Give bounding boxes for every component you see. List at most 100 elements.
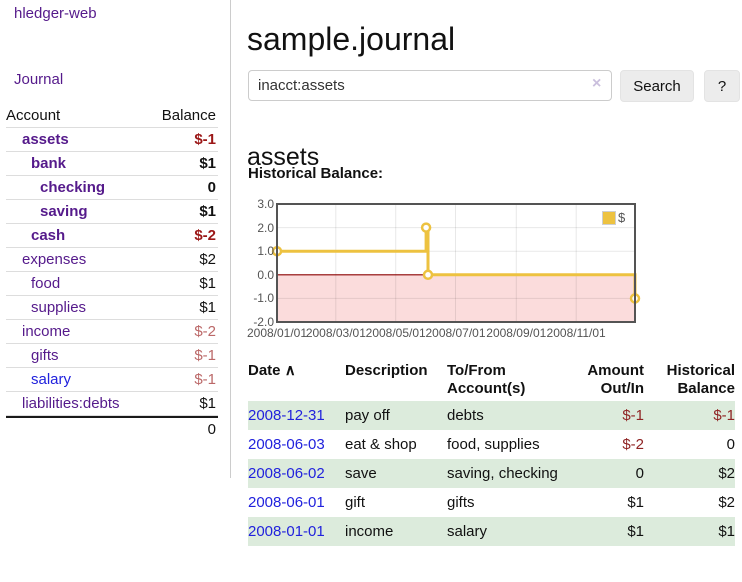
account-link-saving[interactable]: saving [40,203,88,220]
accounts-total-value: 0 [207,421,216,438]
sidebar: hledger-web Journal Account Balance asse… [0,0,231,478]
register-row: 2008-06-03 eat & shop food, supplies $-2 0 [248,430,735,459]
account-row: income $-2 [6,320,218,344]
account-balance: $-1 [194,131,216,148]
account-row: food $1 [6,272,218,296]
accounts-header-balance: Balance [161,107,216,124]
cell-balance: $-1 [713,407,735,424]
register-row: 2008-06-02 save saving, checking 0 $2 [248,459,735,488]
account-balance: 0 [207,179,216,196]
date-header-label: Date [248,362,281,379]
transaction-date-link[interactable]: 2008-06-01 [248,494,325,511]
accounts-total-row: 0 [6,416,218,441]
cell-description: save [345,465,377,482]
cell-balance: $1 [718,523,735,540]
account-balance: $2 [199,251,216,268]
column-header-accounts: To/From Account(s) [447,362,526,397]
help-button[interactable]: ? [704,70,740,102]
x-axis-tick-label: 2008/03/01 [305,326,366,340]
cell-balance: 0 [726,436,735,453]
x-axis-tick-label: 2008/01/01 [246,326,308,340]
account-balance: $1 [199,395,216,412]
search-input[interactable] [248,70,612,101]
account-balance: $1 [199,203,216,220]
account-balance: $-2 [194,227,216,244]
account-balance: $-2 [194,323,216,340]
account-link-liabilities-debts[interactable]: liabilities:debts [22,395,120,412]
series-swatch-icon [602,210,616,225]
cell-description: eat & shop [345,436,417,453]
cell-accounts: gifts [447,494,475,511]
column-header-description: Description [345,362,428,379]
y-axis-tick-label: -2.0 [253,315,274,329]
account-link-cash[interactable]: cash [31,227,66,244]
register-row: 2008-12-31 pay off debts $-1 $-1 [248,401,735,430]
account-row: checking 0 [6,176,218,200]
cell-accounts: saving, checking [447,465,558,482]
cell-accounts: salary [447,523,488,540]
account-link-expenses[interactable]: expenses [22,251,87,268]
cell-accounts: food, supplies [447,436,540,453]
column-header-date[interactable]: Date ∧ [248,356,345,401]
account-link-income[interactable]: income [22,323,71,340]
account-row: salary $-1 [6,368,218,392]
x-axis-tick-label: 2008/07/01 [425,326,486,340]
x-axis-tick-label: 2008/05/01 [365,326,426,340]
account-row: liabilities:debts $1 [6,392,218,416]
cell-description: income [345,523,394,540]
y-axis-tick-label: 2.0 [257,220,274,235]
cell-date: 2008-06-03 [248,430,345,459]
y-axis-tick-label: 1.0 [257,244,274,259]
cell-accounts: debts [447,407,484,424]
y-axis-tick-label: 0.0 [257,267,274,282]
account-row: supplies $1 [6,296,218,320]
account-row: saving $1 [6,200,218,224]
transaction-date-link[interactable]: 2008-06-03 [248,436,325,453]
sidebar-accounts-body: assets $-1 bank $1 checking 0 saving $1 cash $-2 e… [6,128,218,416]
account-balance: $-1 [194,371,216,388]
clear-search-icon[interactable]: × [592,75,602,92]
historical-balance-chart: $ 3.0 2.0 1.0 0.0 -1.0 -2.0 2008/01/01 2008/03/… [247,197,641,342]
account-row: assets $-1 [6,128,218,152]
account-row: cash $-2 [6,224,218,248]
search-button[interactable]: Search [620,70,694,102]
column-header-balance: Historical Balance [666,362,735,397]
sort-ascending-icon: ∧ [284,362,296,379]
cell-amount: 0 [635,465,644,482]
account-balance: $1 [199,275,216,292]
register-row: 2008-06-01 gift gifts $1 $2 [248,488,735,517]
transaction-date-link[interactable]: 2008-12-31 [248,407,325,424]
account-link-supplies[interactable]: supplies [31,299,87,316]
sidebar-accounts-table: Account Balance assets $-1 bank $1 checking 0… [6,104,218,441]
sidebar-item-journal[interactable]: Journal [14,71,64,88]
accounts-table-header: Account Balance [6,104,218,128]
balance-chart-svg [271,203,641,323]
cell-balance: $2 [718,465,735,482]
cell-date: 2008-06-01 [248,488,345,517]
chart-title: Historical Balance: [248,165,384,182]
account-link-gifts[interactable]: gifts [31,347,59,364]
cell-amount: $1 [627,523,644,540]
page-title: sample.journal [247,21,456,58]
register-row: 2008-01-01 income salary $1 $1 [248,517,735,546]
account-link-food[interactable]: food [31,275,61,292]
account-link-salary[interactable]: salary [31,371,72,388]
cell-amount: $1 [627,494,644,511]
account-balance: $1 [199,155,216,172]
cell-date: 2008-06-02 [248,459,345,488]
plot-border [276,203,636,323]
account-link-assets[interactable]: assets [22,131,69,148]
account-balance: $1 [199,299,216,316]
app-title-link[interactable]: hledger-web [14,5,97,22]
account-link-bank[interactable]: bank [31,155,67,172]
account-link-checking[interactable]: checking [40,179,106,196]
transaction-date-link[interactable]: 2008-01-01 [248,523,325,540]
series-label: $ [618,210,626,225]
y-axis-tick-label: 3.0 [257,197,274,211]
transaction-date-link[interactable]: 2008-06-02 [248,465,325,482]
register-table: Date ∧ Description To/From Account(s) Am… [248,356,735,546]
cell-description: gift [345,494,366,511]
cell-balance: $2 [718,494,735,511]
account-row: expenses $2 [6,248,218,272]
